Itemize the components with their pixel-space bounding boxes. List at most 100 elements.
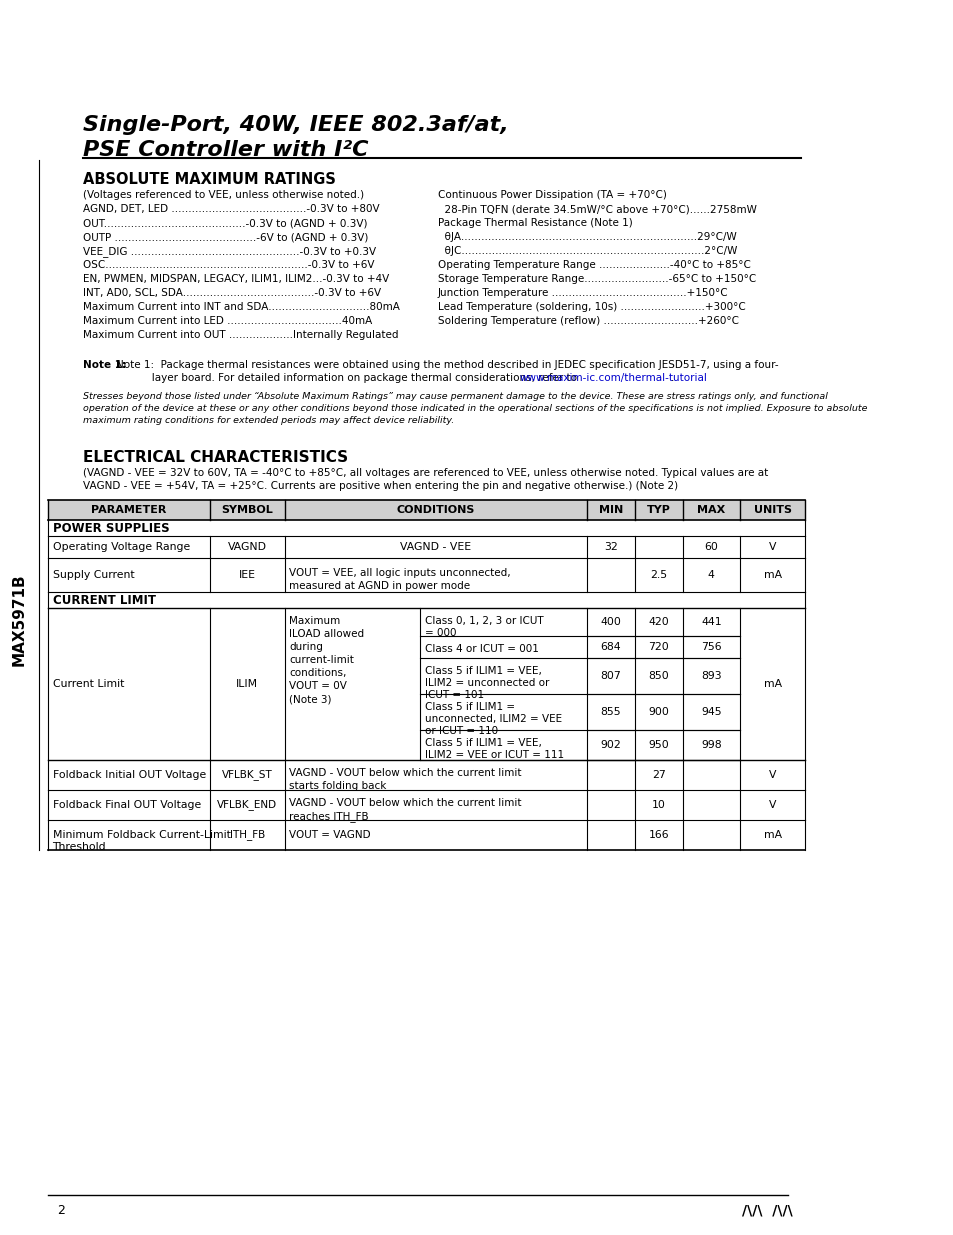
Text: Threshold: Threshold xyxy=(52,842,106,852)
Text: 720: 720 xyxy=(648,642,668,652)
Text: Class 5 if ILIM1 =: Class 5 if ILIM1 = xyxy=(424,701,515,713)
Text: Supply Current: Supply Current xyxy=(52,571,134,580)
Text: ILIM2 = unconnected or: ILIM2 = unconnected or xyxy=(424,678,548,688)
Text: www.maxim-ic.com/thermal-tutorial: www.maxim-ic.com/thermal-tutorial xyxy=(519,373,707,383)
Text: starts folding back: starts folding back xyxy=(289,781,386,790)
Text: current-limit: current-limit xyxy=(289,655,354,664)
Text: Junction Temperature ........................................+150°C: Junction Temperature ...................… xyxy=(437,288,727,298)
Text: VAGND - VEE: VAGND - VEE xyxy=(399,542,471,552)
Text: EN, PWMEN, MIDSPAN, LEGACY, ILIM1, ILIM2...-0.3V to +4V: EN, PWMEN, MIDSPAN, LEGACY, ILIM1, ILIM2… xyxy=(83,274,389,284)
Text: POWER SUPPLIES: POWER SUPPLIES xyxy=(52,521,169,535)
Text: VFLBK_ST: VFLBK_ST xyxy=(222,769,273,781)
Text: 893: 893 xyxy=(700,671,720,680)
Text: mA: mA xyxy=(762,830,781,840)
Text: Maximum Current into OUT ...................Internally Regulated: Maximum Current into OUT ...............… xyxy=(83,330,398,340)
Text: (Voltages referenced to VEE, unless otherwise noted.): (Voltages referenced to VEE, unless othe… xyxy=(83,190,364,200)
Text: 27: 27 xyxy=(651,769,665,781)
Text: 945: 945 xyxy=(700,706,720,718)
Text: 998: 998 xyxy=(700,740,720,750)
Text: (VAGND - VEE = 32V to 60V, TA = -40°C to +85°C, all voltages are referenced to V: (VAGND - VEE = 32V to 60V, TA = -40°C to… xyxy=(83,468,767,478)
Text: Foldback Initial OUT Voltage: Foldback Initial OUT Voltage xyxy=(52,769,206,781)
Text: /\/\  /\/\: /\/\ /\/\ xyxy=(740,1203,792,1216)
Text: V: V xyxy=(768,542,776,552)
Text: Operating Temperature Range .....................-40°C to +85°C: Operating Temperature Range ............… xyxy=(437,261,750,270)
Text: CONDITIONS: CONDITIONS xyxy=(395,505,475,515)
Text: Lead Temperature (soldering, 10s) .........................+300°C: Lead Temperature (soldering, 10s) ......… xyxy=(437,303,744,312)
Text: VAGND - VEE = +54V, TA = +25°C. Currents are positive when entering the pin and : VAGND - VEE = +54V, TA = +25°C. Currents… xyxy=(83,480,678,492)
Text: Stresses beyond those listed under “Absolute Maximum Ratings” may cause permanen: Stresses beyond those listed under “Abso… xyxy=(83,391,827,401)
Text: 10: 10 xyxy=(651,800,665,810)
Text: V: V xyxy=(768,800,776,810)
Text: MAX: MAX xyxy=(697,505,724,515)
Text: VAGND: VAGND xyxy=(228,542,267,552)
Text: 850: 850 xyxy=(648,671,668,680)
Text: 807: 807 xyxy=(599,671,620,680)
Text: 420: 420 xyxy=(648,618,668,627)
Text: ELECTRICAL CHARACTERISTICS: ELECTRICAL CHARACTERISTICS xyxy=(83,450,348,466)
Text: 950: 950 xyxy=(648,740,668,750)
Text: Soldering Temperature (reflow) ............................+260°C: Soldering Temperature (reflow) .........… xyxy=(437,316,738,326)
Text: 28-Pin TQFN (derate 34.5mW/°C above +70°C)......2758mW: 28-Pin TQFN (derate 34.5mW/°C above +70°… xyxy=(437,204,756,214)
Text: ILIM2 = VEE or ICUT = 111: ILIM2 = VEE or ICUT = 111 xyxy=(424,750,563,760)
Text: Foldback Final OUT Voltage: Foldback Final OUT Voltage xyxy=(52,800,200,810)
Text: UNITS: UNITS xyxy=(753,505,791,515)
Text: MIN: MIN xyxy=(598,505,622,515)
Text: VOUT = VEE, all logic inputs unconnected,: VOUT = VEE, all logic inputs unconnected… xyxy=(289,568,510,578)
Bar xyxy=(48,500,804,520)
Text: 684: 684 xyxy=(599,642,620,652)
Text: or ICUT = 110: or ICUT = 110 xyxy=(424,726,497,736)
Text: Note 1:: Note 1: xyxy=(83,359,126,370)
Text: θJA......................................................................29°C/W: θJA.....................................… xyxy=(437,232,736,242)
Text: Current Limit: Current Limit xyxy=(52,679,124,689)
Text: Storage Temperature Range.........................-65°C to +150°C: Storage Temperature Range...............… xyxy=(437,274,755,284)
Text: PSE Controller with I²C: PSE Controller with I²C xyxy=(83,140,368,161)
Text: 900: 900 xyxy=(648,706,669,718)
Text: IEE: IEE xyxy=(238,571,255,580)
Text: OUTP ..........................................-6V to (AGND + 0.3V): OUTP ...................................… xyxy=(83,232,368,242)
Text: layer board. For detailed information on package thermal considerations, refer t: layer board. For detailed information on… xyxy=(115,373,579,383)
Text: Maximum Current into INT and SDA..............................80mA: Maximum Current into INT and SDA........… xyxy=(83,303,399,312)
Text: 32: 32 xyxy=(603,542,617,552)
Text: 756: 756 xyxy=(700,642,720,652)
Text: 2.5: 2.5 xyxy=(650,571,667,580)
Text: OUT..........................................-0.3V to (AGND + 0.3V): OUT.....................................… xyxy=(83,219,367,228)
Text: Class 0, 1, 2, 3 or ICUT: Class 0, 1, 2, 3 or ICUT xyxy=(424,616,542,626)
Text: INT, AD0, SCL, SDA.......................................-0.3V to +6V: INT, AD0, SCL, SDA......................… xyxy=(83,288,381,298)
Text: ICUT = 101: ICUT = 101 xyxy=(424,690,483,700)
Text: Maximum: Maximum xyxy=(289,616,340,626)
Text: 2: 2 xyxy=(57,1203,65,1216)
Text: PARAMETER: PARAMETER xyxy=(91,505,167,515)
Text: mA: mA xyxy=(762,571,781,580)
Text: 4: 4 xyxy=(707,571,714,580)
Text: VEE_DIG ..................................................-0.3V to +0.3V: VEE_DIG ................................… xyxy=(83,246,375,257)
Text: 855: 855 xyxy=(599,706,620,718)
Text: .: . xyxy=(670,373,674,383)
Text: θJC........................................................................2°C/W: θJC.....................................… xyxy=(437,246,737,256)
Text: ILIM: ILIM xyxy=(236,679,258,689)
Text: Operating Voltage Range: Operating Voltage Range xyxy=(52,542,190,552)
Text: Class 5 if ILIM1 = VEE,: Class 5 if ILIM1 = VEE, xyxy=(424,666,541,676)
Text: Continuous Power Dissipation (TA = +70°C): Continuous Power Dissipation (TA = +70°C… xyxy=(437,190,666,200)
Text: ILOAD allowed: ILOAD allowed xyxy=(289,629,364,638)
Text: VFLBK_END: VFLBK_END xyxy=(217,799,277,810)
Text: VAGND - VOUT below which the current limit: VAGND - VOUT below which the current lim… xyxy=(289,798,521,808)
Text: Note 1:  Package thermal resistances were obtained using the method described in: Note 1: Package thermal resistances were… xyxy=(115,359,778,370)
Text: VAGND - VOUT below which the current limit: VAGND - VOUT below which the current lim… xyxy=(289,768,521,778)
Text: OSC............................................................-0.3V to +6V: OSC.....................................… xyxy=(83,261,375,270)
Text: Class 4 or ICUT = 001: Class 4 or ICUT = 001 xyxy=(424,643,537,655)
Text: = 000: = 000 xyxy=(424,629,456,638)
Text: Single-Port, 40W, IEEE 802.3af/at,: Single-Port, 40W, IEEE 802.3af/at, xyxy=(83,115,508,135)
Text: Maximum Current into LED ..................................40mA: Maximum Current into LED ...............… xyxy=(83,316,372,326)
Text: reaches ITH_FB: reaches ITH_FB xyxy=(289,811,368,823)
Text: during: during xyxy=(289,642,322,652)
Text: TYP: TYP xyxy=(646,505,670,515)
Text: 60: 60 xyxy=(703,542,718,552)
Text: SYMBOL: SYMBOL xyxy=(221,505,273,515)
Text: conditions,: conditions, xyxy=(289,668,346,678)
Text: Minimum Foldback Current-Limit: Minimum Foldback Current-Limit xyxy=(52,830,231,840)
Text: operation of the device at these or any other conditions beyond those indicated : operation of the device at these or any … xyxy=(83,404,867,412)
Text: MAX5971B: MAX5971B xyxy=(11,574,27,667)
Text: VOUT = 0V: VOUT = 0V xyxy=(289,680,347,692)
Text: AGND, DET, LED ........................................-0.3V to +80V: AGND, DET, LED .........................… xyxy=(83,204,379,214)
Text: measured at AGND in power mode: measured at AGND in power mode xyxy=(289,580,470,592)
